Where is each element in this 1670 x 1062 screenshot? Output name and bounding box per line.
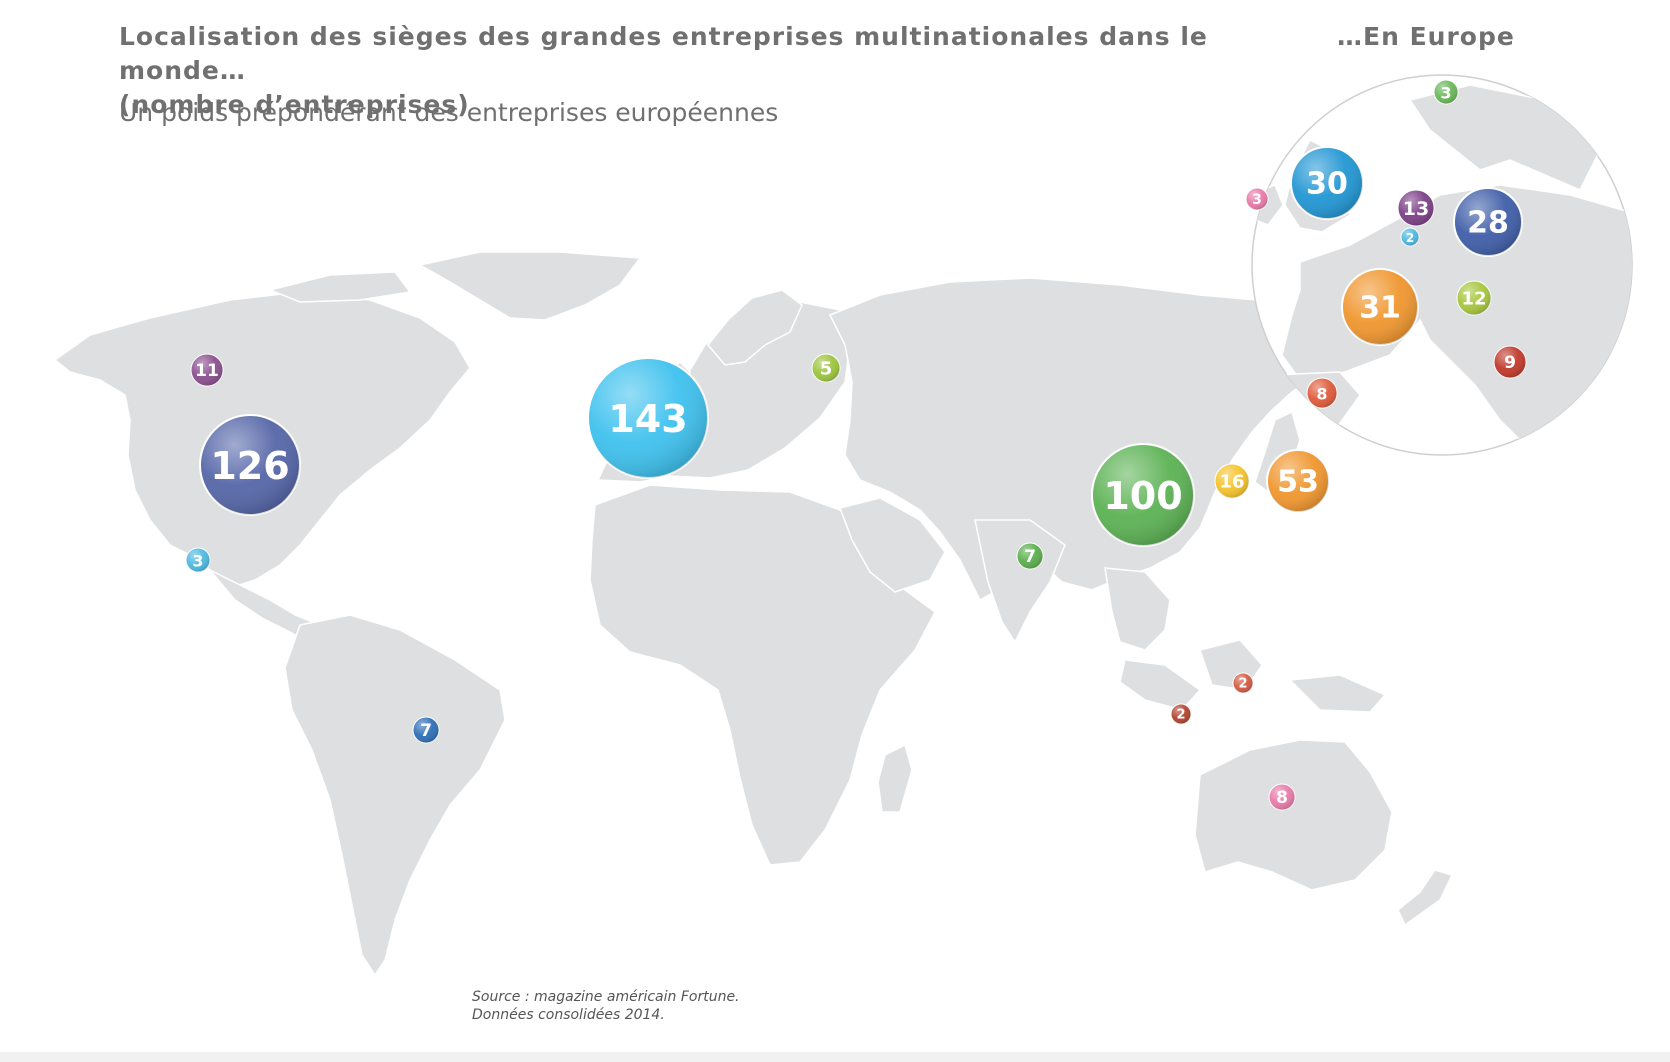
bubble-shine — [1233, 673, 1253, 693]
world-bubble-australia: 8 — [1268, 783, 1296, 811]
bubble-shine — [191, 354, 223, 386]
asia-landmass — [828, 277, 1362, 602]
title-line-1: Localisation des sièges des grandes entr… — [119, 22, 1208, 85]
europe-inset — [1251, 74, 1633, 456]
bubble-shine — [1171, 704, 1191, 724]
bubble-label: 100 — [1103, 474, 1182, 518]
world-bubble-india: 7 — [1016, 542, 1044, 570]
bubble-shine — [1398, 190, 1434, 226]
india-landmass — [974, 519, 1066, 644]
bubble-label: 31 — [1359, 291, 1401, 326]
world-bubble-china: 100 — [1091, 443, 1195, 547]
title-line-2: (nombre d’entreprises) — [119, 90, 470, 119]
bubble-shine — [413, 717, 439, 743]
bubble-label: 8 — [1316, 385, 1327, 404]
bubble-label: 11 — [195, 361, 219, 381]
bubble-label: 7 — [420, 721, 432, 741]
bubble-label: 16 — [1219, 472, 1244, 493]
bubble-shine — [1494, 346, 1526, 378]
bubble-shine — [1267, 450, 1329, 512]
inset-continent-landmass — [1281, 184, 1632, 455]
map-title: Localisation des sièges des grandes entr… — [119, 20, 1249, 122]
bubble-shine — [1092, 444, 1194, 546]
australia-landmass — [1194, 739, 1393, 891]
europe-bubble-spain: 8 — [1306, 377, 1338, 409]
bubble-shine — [200, 415, 300, 515]
bubble-label: 30 — [1306, 167, 1348, 202]
world-bubble-usa: 126 — [199, 414, 301, 516]
bubble-shine — [1291, 147, 1363, 219]
bubble-label: 3 — [192, 552, 203, 571]
bubble-label: 7 — [1024, 547, 1036, 567]
new-zealand-landmass — [1397, 869, 1454, 927]
europe-bubble-belgium: 2 — [1400, 227, 1420, 247]
madagascar-landmass — [877, 743, 913, 813]
bottom-strip — [0, 1052, 1670, 1062]
bubble-label: 12 — [1461, 289, 1486, 310]
bubble-label: 5 — [820, 359, 833, 380]
arabia-landmass — [839, 497, 946, 593]
bubble-shine — [1307, 378, 1337, 408]
inset-scandinavia-landmass — [1408, 84, 1601, 191]
bubble-shine — [588, 358, 708, 478]
world-bubble-russia: 5 — [811, 353, 841, 383]
bubble-label: 2 — [1406, 231, 1414, 245]
bubble-label: 126 — [210, 444, 289, 488]
bubble-shine — [186, 548, 210, 572]
bubble-shine — [1454, 188, 1522, 256]
map-subtitle: Un poids prépondérant des entreprises eu… — [119, 98, 779, 127]
new-guinea-landmass — [1288, 674, 1387, 713]
world-bubble-japan: 53 — [1266, 449, 1330, 513]
bubble-shine — [1401, 228, 1419, 246]
world-bubble-europe: 143 — [587, 357, 709, 479]
bubble-shine — [1269, 784, 1295, 810]
europe-bubble-uk: 30 — [1290, 146, 1364, 220]
bubble-label: 53 — [1277, 465, 1319, 500]
source-note: Source : magazine américain Fortune. Don… — [472, 988, 740, 1024]
world-bubble-malaysia: 2 — [1232, 672, 1254, 694]
bubble-shine — [1246, 188, 1268, 210]
bubble-shine — [1215, 464, 1249, 498]
europe-bubble-ireland: 3 — [1245, 187, 1269, 211]
source-line-1: Source : magazine américain Fortune. — [472, 989, 740, 1005]
world-bubble-brazil: 7 — [412, 716, 440, 744]
europe-bubble-switzerland: 12 — [1456, 280, 1492, 316]
bubble-label: 3 — [1440, 84, 1451, 103]
world-bubble-korea: 16 — [1214, 463, 1250, 499]
bubble-shine — [1017, 543, 1043, 569]
bubble-shine — [1457, 281, 1491, 315]
bubble-label: 2 — [1176, 708, 1185, 723]
south-america-landmass — [284, 614, 506, 977]
bubble-shine — [1342, 269, 1418, 345]
europe-bubble-france: 31 — [1341, 268, 1419, 346]
europe-bubble-netherlands: 13 — [1397, 189, 1435, 227]
bubble-label: 3 — [1252, 192, 1262, 208]
greenland-landmass — [417, 251, 642, 321]
scandinavia-landmass — [707, 289, 803, 366]
continents — [53, 251, 1454, 977]
bubble-label: 8 — [1276, 788, 1288, 808]
europe-bubble-germany: 28 — [1453, 187, 1523, 257]
bubble-label: 143 — [608, 397, 687, 441]
europe-bubble-italy: 9 — [1493, 345, 1527, 379]
source-line-2: Données consolidées 2014. — [472, 1007, 665, 1023]
bubble-shine — [1434, 80, 1458, 104]
europe-inset-title: …En Europe — [1337, 22, 1515, 51]
indonesia-landmass — [1119, 659, 1202, 711]
bubble-label: 28 — [1467, 206, 1509, 241]
bubble-label: 2 — [1238, 677, 1247, 692]
world-bubble-mexico: 3 — [185, 547, 211, 573]
bubble-label: 13 — [1403, 198, 1429, 220]
arctic-islands-landmass — [267, 271, 412, 303]
world-bubble-indonesia: 2 — [1170, 703, 1192, 725]
bubble-label: 9 — [1504, 353, 1516, 373]
world-bubble-canada: 11 — [190, 353, 224, 387]
southeast-asia-landmass — [1104, 567, 1171, 651]
bubble-shine — [812, 354, 840, 382]
europe-bubble-norway: 3 — [1433, 79, 1459, 105]
